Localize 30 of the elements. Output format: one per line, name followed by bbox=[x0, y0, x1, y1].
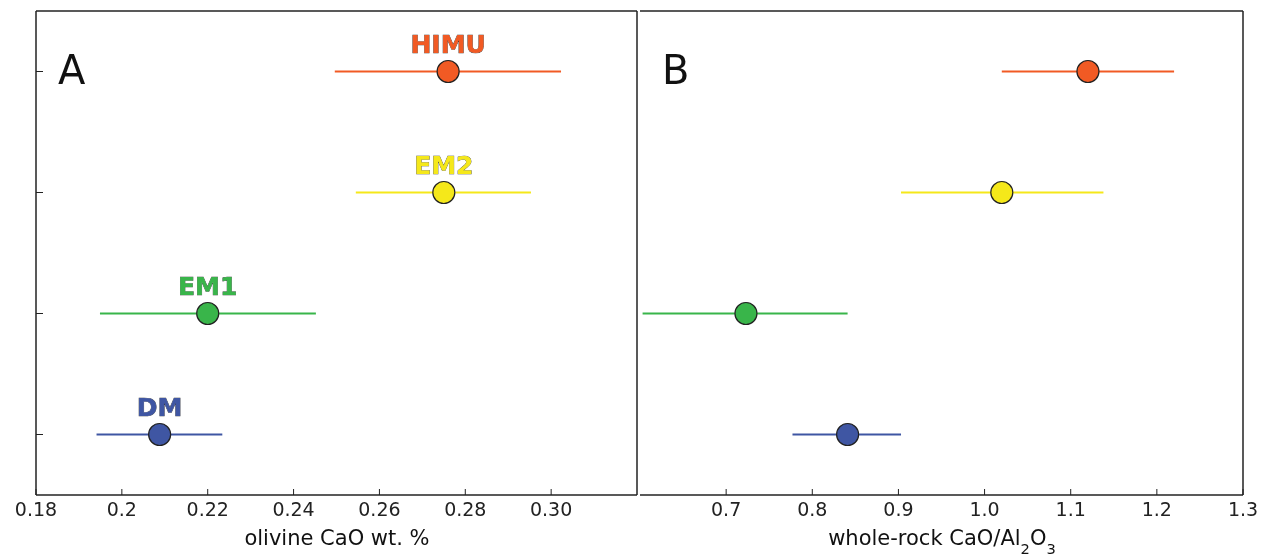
x-tick-label: 0.24 bbox=[272, 498, 315, 521]
x-tick-label: 0.18 bbox=[14, 498, 58, 521]
x-tick-label: 0.2 bbox=[106, 498, 137, 521]
x-tick-label: 0.28 bbox=[444, 498, 487, 521]
point bbox=[734, 301, 758, 326]
x-tick-label: 1.2 bbox=[1141, 498, 1172, 521]
point bbox=[836, 422, 860, 447]
series-label: EM2 bbox=[414, 150, 474, 180]
x-tick-label: 0.9 bbox=[883, 498, 914, 521]
annotation: A bbox=[58, 47, 86, 93]
x-tick-label: 0.8 bbox=[797, 498, 828, 521]
series-label: DM bbox=[136, 392, 183, 422]
point bbox=[432, 180, 456, 205]
x-tick-label: 1.3 bbox=[1227, 498, 1259, 521]
x-tick-label: 0.30 bbox=[529, 498, 573, 521]
point bbox=[436, 59, 460, 84]
annotation: B bbox=[662, 47, 690, 93]
series-label: HIMU bbox=[410, 29, 486, 59]
point bbox=[990, 180, 1014, 205]
x-axis-title: whole-rock CaO/Al$_{2}$O$_{3}$ bbox=[828, 526, 1056, 557]
x-tick-label: 0.22 bbox=[186, 498, 229, 521]
point bbox=[148, 422, 172, 447]
point bbox=[196, 301, 220, 326]
x-axis-title: olivine CaO wt. % bbox=[244, 526, 430, 550]
x-tick-label: 1.1 bbox=[1055, 498, 1086, 521]
point bbox=[1076, 59, 1100, 84]
series-label: EM1 bbox=[178, 271, 238, 301]
x-tick-label: 0.26 bbox=[358, 498, 401, 521]
x-tick-label: 0.7 bbox=[711, 498, 742, 521]
x-tick-label: 1.0 bbox=[969, 498, 1000, 521]
